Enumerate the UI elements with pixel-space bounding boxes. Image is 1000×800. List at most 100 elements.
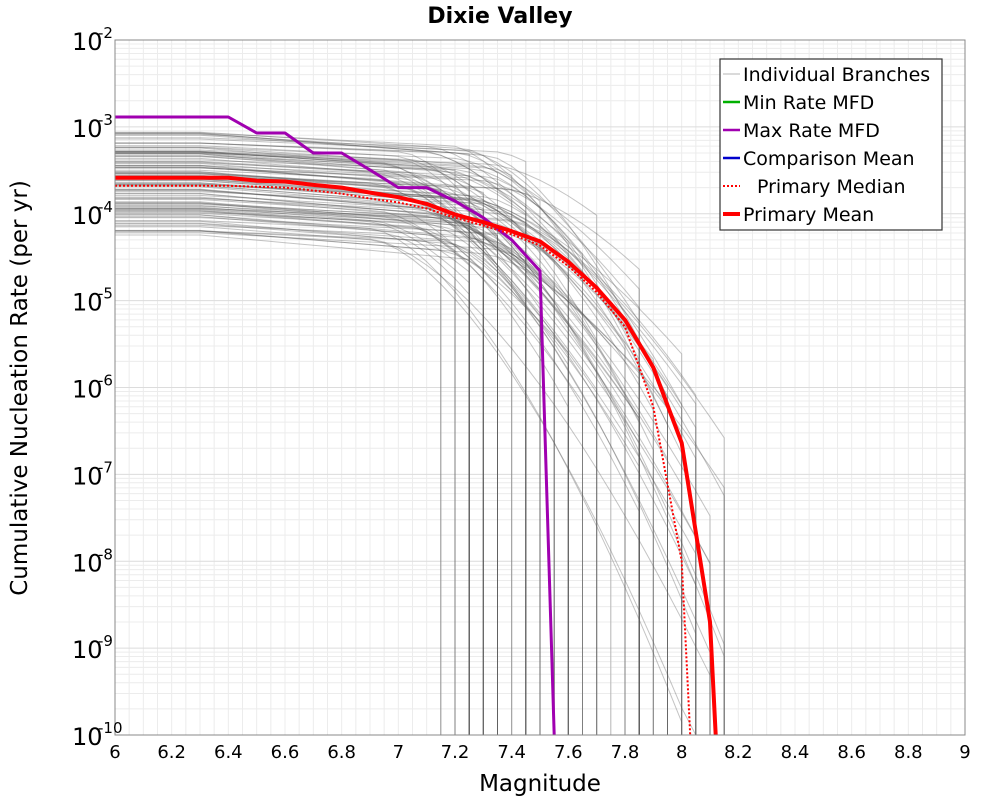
branch-line	[115, 197, 541, 735]
x-tick-label: 7.6	[554, 742, 583, 763]
legend-label: Max Rate MFD	[743, 120, 880, 142]
branch-line	[115, 197, 626, 735]
branch-line	[115, 146, 640, 735]
branch-line	[115, 152, 598, 735]
branch-line	[115, 224, 470, 735]
branch-line	[115, 203, 697, 735]
y-tick: 10-4	[72, 198, 113, 230]
x-tick-label: 8	[676, 742, 687, 763]
branch-line	[115, 193, 555, 735]
branch-line	[115, 208, 654, 735]
x-tick-label: 7.8	[611, 742, 640, 763]
branch-line	[115, 182, 640, 735]
legend-label: Min Rate MFD	[743, 92, 874, 114]
branch-line	[115, 156, 697, 735]
branch-line	[115, 214, 640, 735]
branch-line	[115, 208, 470, 735]
x-tick-label: 6.4	[214, 742, 243, 763]
y-tick-base: 10	[72, 289, 103, 317]
branch-line	[115, 232, 527, 735]
branch-line	[115, 155, 527, 735]
branch-line	[115, 165, 470, 735]
legend: Individual Branches Min Rate MFD Max Rate …	[719, 58, 943, 231]
branch-line	[115, 159, 456, 735]
x-tick-label: 8.8	[894, 742, 923, 763]
branch-line	[115, 169, 711, 735]
branch-line	[115, 152, 470, 735]
branch-line	[115, 199, 583, 735]
branch-line	[115, 201, 640, 735]
series-primary-median	[115, 184, 692, 736]
y-tick-exponent: -6	[98, 372, 113, 390]
branch-line	[115, 157, 541, 735]
series-lines	[115, 115, 718, 736]
branch-line	[115, 202, 711, 735]
branch-line	[115, 146, 470, 735]
y-tick-exponent: -7	[98, 458, 113, 476]
branch-line	[115, 166, 527, 735]
branch-line	[115, 220, 527, 735]
branch-line	[115, 204, 683, 735]
branch-line	[115, 209, 569, 735]
y-tick-exponent: -2	[98, 24, 113, 42]
y-tick-base: 10	[72, 636, 103, 664]
y-tick-base: 10	[72, 376, 103, 404]
branch-line	[115, 190, 683, 735]
branch-line	[115, 186, 470, 735]
branch-line	[115, 151, 484, 735]
legend-item: Individual Branches	[723, 64, 930, 86]
y-tick-base: 10	[72, 549, 103, 577]
branch-line	[115, 133, 668, 735]
branch-line	[115, 155, 498, 735]
branch-line	[115, 178, 683, 735]
y-tick-base: 10	[72, 115, 103, 143]
branch-line	[115, 151, 683, 735]
branch-line	[115, 160, 640, 735]
branch-line	[115, 131, 668, 735]
y-tick: 10-3	[72, 111, 113, 143]
branch-line	[115, 162, 640, 735]
branch-line	[115, 210, 668, 735]
branch-line	[115, 165, 583, 735]
branch-line	[115, 189, 697, 735]
legend-item: Comparison Mean	[723, 148, 915, 170]
branch-line	[115, 194, 470, 735]
branch-line	[115, 153, 541, 735]
branch-line	[115, 205, 555, 735]
branch-line	[115, 184, 498, 735]
y-tick: 10-10	[72, 719, 123, 751]
branch-line	[115, 207, 456, 735]
y-axis-label: Cumulative Nucleation Rate (per yr)	[7, 180, 33, 596]
branch-line	[115, 173, 697, 735]
x-tick-label: 8.2	[724, 742, 753, 763]
branch-line	[115, 184, 725, 735]
branch-line	[115, 210, 498, 735]
branch-line	[115, 153, 583, 735]
x-axis-ticks: 6 6.2 6.4 6.6 6.8 7 7.2 7.4 7.6 7.8 8 8.2 8.4 8.6 8.8 9	[109, 742, 970, 763]
branch-line	[115, 188, 456, 735]
y-tick-exponent: -9	[98, 632, 113, 650]
x-tick-label: 6.2	[157, 742, 186, 763]
x-tick-label: 6.6	[271, 742, 300, 763]
branch-line	[115, 173, 598, 735]
legend-item: Min Rate MFD	[723, 92, 874, 114]
branch-line	[115, 149, 484, 735]
branch-line	[115, 206, 470, 735]
branch-line	[115, 166, 711, 735]
plot-area-frame	[114, 39, 966, 736]
branch-line	[115, 133, 640, 735]
branch-line	[115, 226, 710, 736]
branch-line	[115, 171, 498, 735]
legend-item: Primary Mean	[723, 204, 874, 226]
branch-line	[115, 151, 640, 735]
branch-line	[115, 207, 569, 735]
branch-line	[115, 230, 725, 735]
y-tick: 10-6	[72, 372, 113, 404]
branch-line	[115, 151, 527, 735]
y-tick: 10-5	[72, 285, 113, 317]
x-tick-label: 7.4	[497, 742, 526, 763]
y-tick-base: 10	[72, 723, 103, 751]
branch-line	[115, 167, 640, 735]
branch-line	[115, 178, 725, 735]
